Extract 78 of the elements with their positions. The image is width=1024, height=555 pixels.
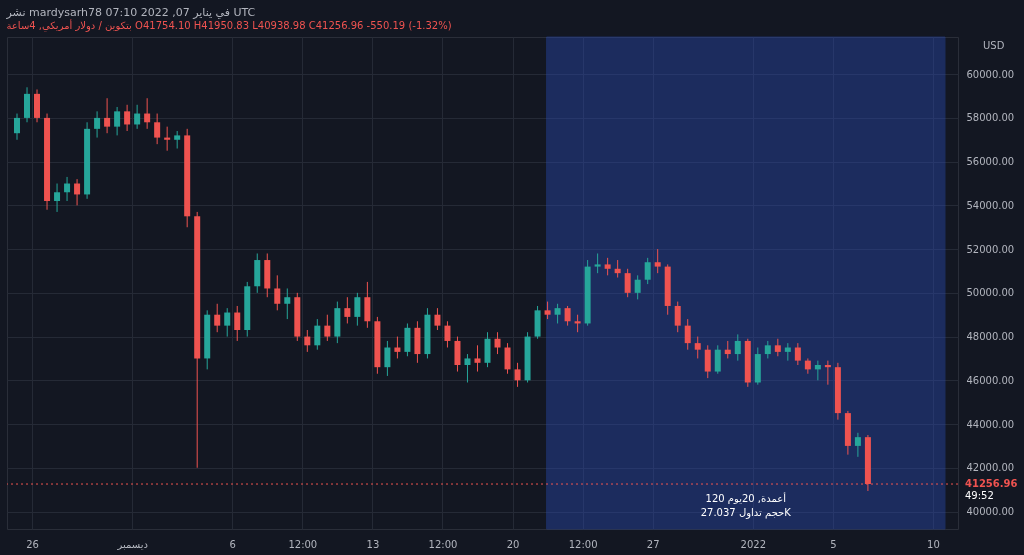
candlestick: [124, 104, 131, 132]
candlestick: [734, 333, 741, 362]
x-tick-label: 27: [646, 538, 660, 550]
chart-title: نشر mardysarh78 في يناير 07, 2022 07:10 UTC: [5, 5, 256, 19]
candlestick: [274, 274, 281, 311]
candlestick: [144, 97, 151, 130]
candlestick: [164, 126, 171, 152]
y-tick-label: 42000.00: [966, 462, 1015, 474]
candlestick: [234, 305, 241, 342]
y-tick-label: 60000.00: [966, 68, 1015, 80]
candlestick: [384, 340, 391, 377]
candlestick: [344, 296, 351, 324]
y-tick-label: 40000.00: [966, 506, 1015, 518]
candlestick: [154, 113, 161, 145]
y-tick-label: 50000.00: [966, 287, 1015, 299]
candlestick: [704, 344, 711, 379]
candlestick: [284, 287, 291, 320]
y-tick-label: 46000.00: [966, 374, 1015, 386]
x-tick-label: 10: [927, 538, 940, 550]
y-tick-label: 56000.00: [966, 156, 1015, 168]
x-tick-label: 13: [366, 538, 380, 550]
candlestick: [214, 303, 221, 333]
y-tick-label: 52000.00: [966, 243, 1015, 255]
chart-subtitle: بتكوين / دولار أمريكي, 4ساعة O41754.10 H41950.83 L40938.98 C41256.96 -550.19 (-1.32%): [6, 18, 452, 32]
candlestick: [714, 344, 721, 375]
candlestick: [324, 314, 331, 342]
x-tick-label: 20: [506, 538, 520, 550]
x-tick-label: 12:00: [568, 538, 598, 550]
y-axis-title: USD: [983, 40, 1005, 51]
x-tick-label: 26: [26, 538, 39, 550]
x-tick-label: 12:00: [428, 538, 458, 550]
candlestick: [514, 362, 521, 388]
candlestick: [684, 318, 691, 351]
candlestick: [134, 104, 141, 130]
annotation: حجم تداول 27.037K: [700, 507, 792, 519]
y-tick-label: 48000.00: [966, 331, 1015, 343]
candlestick: [494, 331, 501, 355]
candlestick: [564, 305, 571, 327]
candlestick: [474, 344, 481, 373]
candlestick: [824, 360, 831, 386]
candlestick: [434, 307, 441, 331]
candlestick: [504, 342, 511, 375]
candlestick: [464, 353, 471, 383]
candlestick: [674, 301, 681, 333]
band-label: 120 أعمدة, 20يوم: [705, 492, 787, 504]
candlestick: [114, 106, 121, 136]
candlestick: [314, 318, 321, 351]
candlestick: [14, 113, 21, 141]
ref-line-label: 41256.96: [965, 478, 1018, 490]
candlestick: [814, 360, 821, 381]
y-tick-label: 54000.00: [966, 199, 1015, 211]
candlestick: [644, 257, 651, 285]
x-tick-label: ديسمبر: [116, 538, 148, 550]
candlestick: [444, 320, 451, 349]
y-tick-label: 44000.00: [966, 418, 1015, 430]
candlestick: [94, 110, 101, 139]
candlestick: [224, 307, 231, 338]
x-tick-label: 5: [830, 538, 837, 550]
y-tick-label: 58000.00: [966, 112, 1015, 124]
candlestick: [694, 336, 701, 359]
candlestick: [624, 268, 631, 298]
candlestick: [854, 432, 861, 458]
x-tick-label: 2022: [740, 538, 767, 550]
x-tick-label: 12:00: [288, 538, 318, 550]
text: 49:52: [965, 490, 994, 502]
candlestick: [554, 303, 561, 324]
candlestick: [64, 176, 71, 202]
candlestick: [654, 248, 661, 274]
candlestick: [634, 274, 641, 300]
candlestick: [594, 252, 601, 274]
candlestick: [354, 292, 361, 327]
candlestick: [794, 342, 801, 366]
candlestick: [104, 97, 111, 134]
candlestick: [304, 329, 311, 353]
x-tick-label: 6: [229, 538, 236, 550]
candlestick: [54, 183, 61, 213]
candlestick: [394, 336, 401, 359]
candlestick: [74, 178, 81, 206]
